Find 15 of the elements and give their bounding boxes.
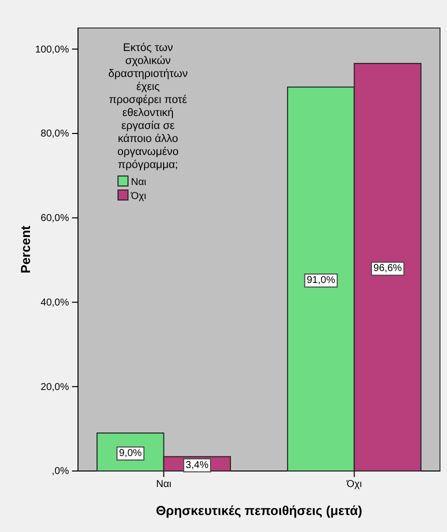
x-axis-title: Θρησκευτικές πεποιθήσεις (μετά) (156, 503, 362, 518)
text: 96,6% (373, 263, 402, 274)
legend-label: Όχι (130, 191, 146, 202)
y-tick-label: 80,0% (40, 128, 70, 140)
text: 3,4% (186, 460, 208, 471)
y-tick-label: 100,0% (35, 44, 70, 56)
y-tick-label: 40,0% (40, 297, 70, 308)
text: 91,0% (306, 275, 336, 286)
y-axis-title: Percent (18, 224, 33, 274)
y-tick-label: 60,0% (40, 213, 70, 224)
y-tick-label: ,0% (52, 466, 70, 478)
text: 9,0% (118, 448, 142, 460)
y-tick-label: 20,0% (40, 382, 70, 393)
legend-label: Ναι (131, 177, 146, 188)
text: Εκτός των σχολικών δραστηριοτήτων έχεις προσφέρει ποτέ εθελοντική εργασία σε κάποιο άλλο οργανωμένο πρόγραμμα; (108, 42, 188, 171)
